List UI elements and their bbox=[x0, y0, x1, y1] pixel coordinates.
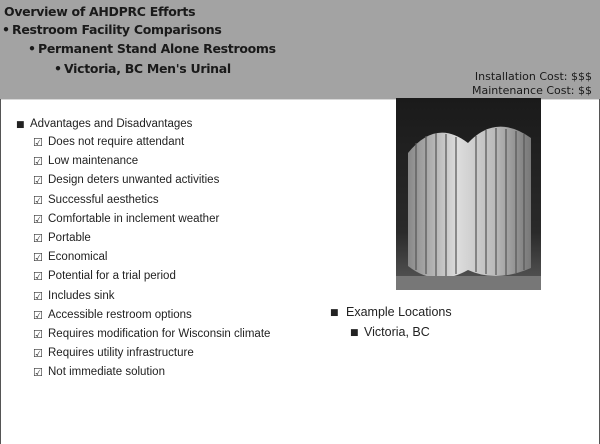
slide: Overview of AHDPRC Efforts • Restroom Fa… bbox=[0, 0, 600, 444]
checkbox: ☑ bbox=[33, 328, 43, 341]
list-item: Low maintenance bbox=[48, 155, 138, 167]
bullet: • bbox=[28, 41, 36, 56]
list-item: Successful aesthetics bbox=[48, 194, 159, 206]
bullet: ■ bbox=[350, 328, 359, 338]
checkbox: ☑ bbox=[33, 290, 43, 303]
locations-heading: Example Locations bbox=[346, 305, 452, 319]
title: Victoria, BC Men's Urinal bbox=[64, 61, 231, 76]
location-item: Victoria, BC bbox=[364, 325, 430, 339]
list-item: Potential for a trial period bbox=[48, 270, 176, 282]
border bbox=[0, 99, 1, 444]
list-item: Includes sink bbox=[48, 290, 114, 302]
bullet: • bbox=[54, 61, 62, 76]
list-item: Design deters unwanted activities bbox=[48, 174, 219, 186]
list-heading: Advantages and Disadvantages bbox=[30, 118, 192, 130]
list-item: Portable bbox=[48, 232, 91, 244]
list-item: Economical bbox=[48, 251, 107, 263]
list-item: Accessible restroom options bbox=[48, 309, 192, 321]
checkbox: ☑ bbox=[33, 232, 43, 245]
list-item: Does not require attendant bbox=[48, 136, 184, 148]
list-item: Requires modification for Wisconsin clim… bbox=[48, 328, 270, 340]
title: Restroom Facility Comparisons bbox=[12, 22, 222, 37]
checkbox: ☑ bbox=[33, 309, 43, 322]
checkbox: ☑ bbox=[33, 213, 43, 226]
title: Overview of AHDPRC Efforts bbox=[4, 4, 195, 19]
list-item: Not immediate solution bbox=[48, 366, 165, 378]
photo bbox=[396, 98, 541, 290]
title: Permanent Stand Alone Restrooms bbox=[38, 41, 276, 56]
header: Overview of AHDPRC Efforts • Restroom Fa… bbox=[0, 0, 600, 100]
checkbox: ☑ bbox=[33, 136, 43, 149]
checkbox: ☑ bbox=[33, 270, 43, 283]
cost: Installation Cost: $$$ bbox=[475, 70, 592, 83]
checkbox: ☑ bbox=[33, 174, 43, 187]
bullet: • bbox=[2, 22, 10, 37]
cost: Maintenance Cost: $$ bbox=[472, 84, 592, 97]
checkbox: ☑ bbox=[33, 251, 43, 264]
bullet: ■ bbox=[16, 120, 25, 130]
checkbox: ☑ bbox=[33, 155, 43, 168]
checkbox: ☑ bbox=[33, 194, 43, 207]
checkbox: ☑ bbox=[33, 366, 43, 379]
list-item: Requires utility infrastructure bbox=[48, 347, 194, 359]
checkbox: ☑ bbox=[33, 347, 43, 360]
list-item: Comfortable in inclement weather bbox=[48, 213, 219, 225]
bullet: ■ bbox=[330, 308, 339, 318]
